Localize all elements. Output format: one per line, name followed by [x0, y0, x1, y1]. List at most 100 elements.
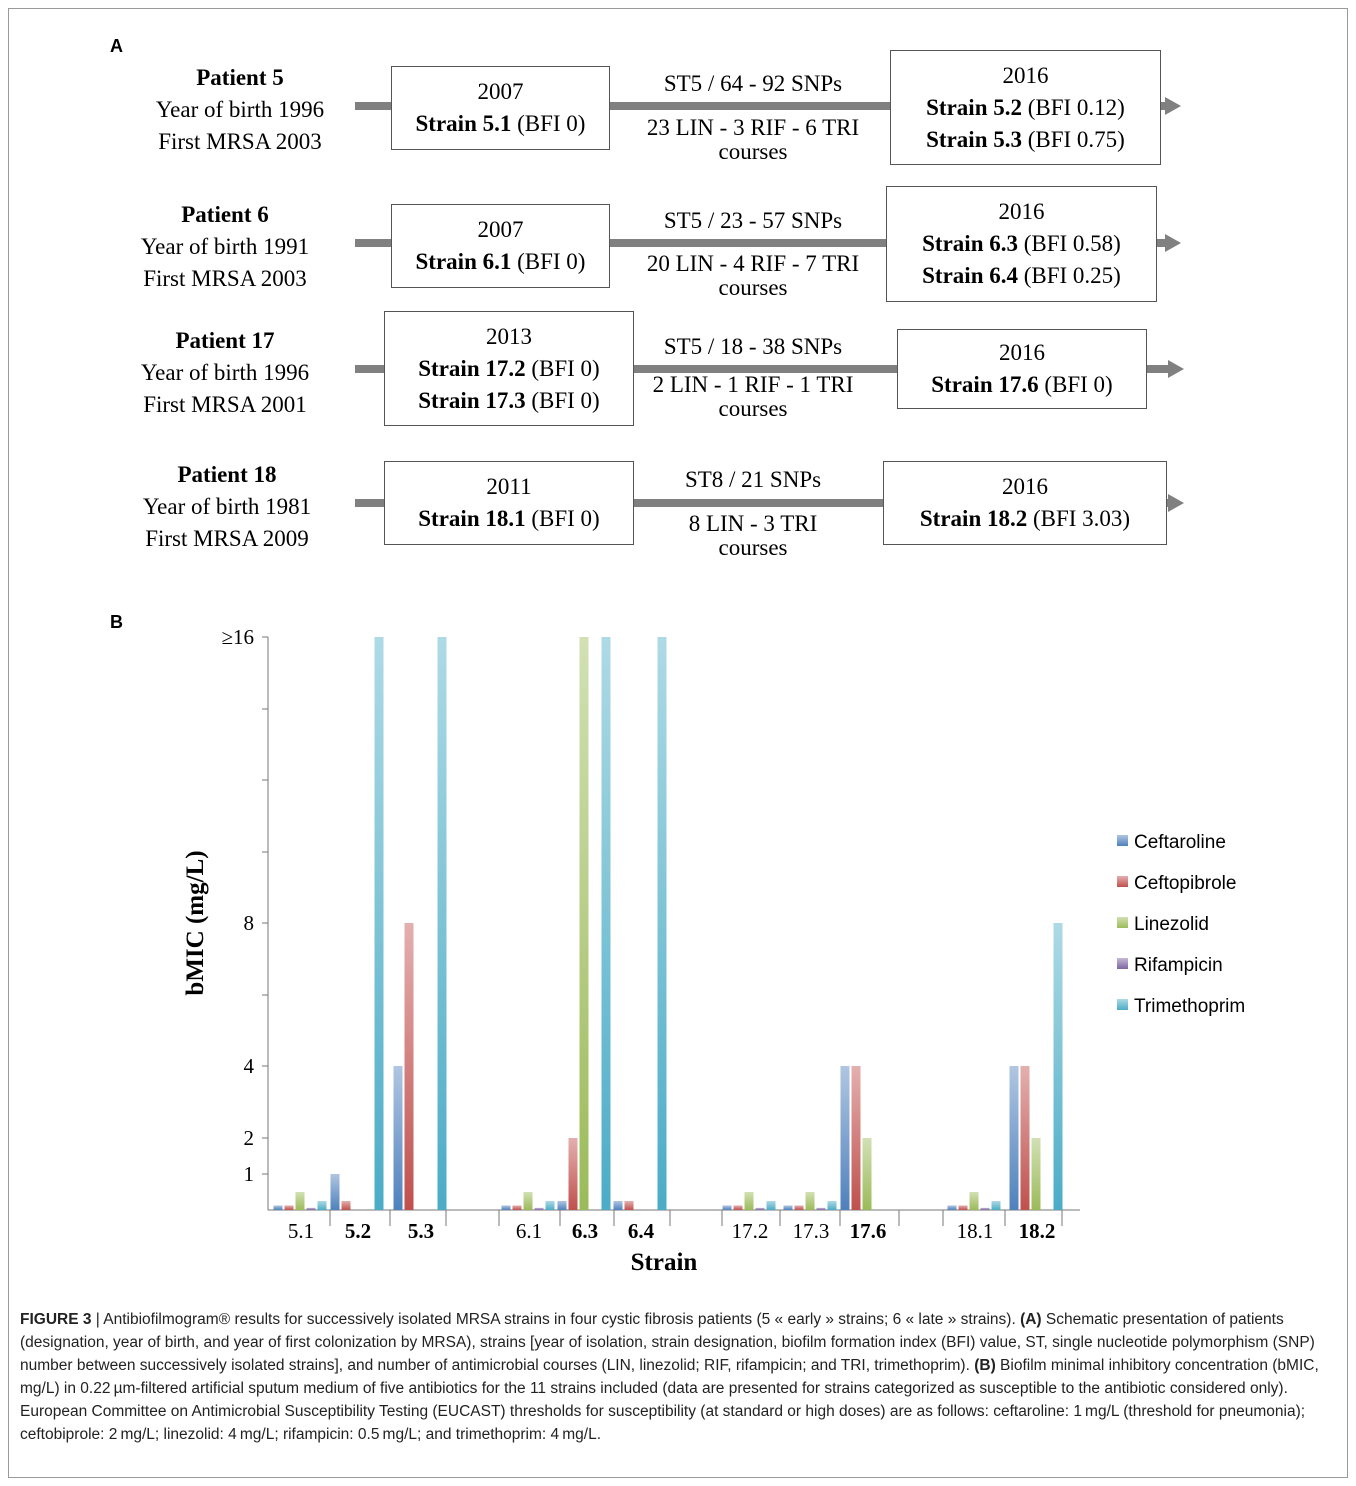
courses-count: 8 LIN - 3 TRI — [688, 511, 818, 536]
bar-ceftopibrole-6.3 — [568, 1138, 578, 1210]
antibiotic-courses-label: 23 LIN - 3 RIF - 6 TRI courses — [613, 116, 893, 164]
early-strain-box: 2011 Strain 18.1 (BFI 0) — [384, 461, 634, 545]
bar-linezolid-18.2 — [1031, 1138, 1041, 1210]
strain-name: Strain 6.1 — [415, 249, 512, 274]
courses-count: 23 LIN - 3 RIF - 6 TRI — [646, 115, 860, 140]
bar-ceftaroline-17.3 — [783, 1205, 793, 1210]
strain-entry: Strain 6.3 (BFI 0.58) — [887, 228, 1156, 260]
strain-name: Strain 18.2 — [919, 506, 1028, 531]
figure-frame — [8, 8, 1348, 1478]
strain-bfi: (BFI 0) — [1044, 372, 1113, 397]
x-axis-label: Strain — [631, 1249, 698, 1276]
patient-name: Patient 5 — [196, 65, 284, 90]
y-tick-label: 2 — [244, 1126, 255, 1150]
bar-linezolid-6.1 — [523, 1192, 533, 1210]
strain-name: Strain 5.3 — [926, 126, 1022, 152]
courses-word: courses — [718, 275, 788, 300]
patient-first-mrsa: First MRSA 2001 — [143, 392, 307, 417]
bar-ceftopibrole-5.1 — [284, 1205, 294, 1210]
legend-swatch-trimethoprim — [1117, 999, 1128, 1010]
bar-ceftaroline-6.3 — [557, 1201, 567, 1210]
patient-first-mrsa: First MRSA 2003 — [158, 129, 322, 154]
strain-entry: Strain 18.2 (BFI 3.03) — [884, 503, 1166, 535]
antibiotic-courses-label: 20 LIN - 4 RIF - 7 TRI courses — [613, 252, 893, 300]
caption-a-label: (A) — [1020, 1311, 1042, 1328]
antibiotic-courses-label: 2 LIN - 1 RIF - 1 TRI courses — [613, 373, 893, 421]
timeline-arrow-line — [355, 102, 1165, 110]
bmic-bar-chart: 1 2 4 8 ≥16 bMIC (mg/L) Strain 5.1 5.2 5.3 6.1 6.3 6… — [182, 625, 1245, 1276]
strain-entry: Strain 17.2 (BFI 0) — [385, 353, 633, 385]
bar-linezolid-17.6 — [862, 1138, 872, 1210]
bar-ceftaroline-18.1 — [947, 1205, 957, 1210]
legend-swatch-ceftaroline — [1117, 835, 1128, 846]
caption-intro: Antibiofilmogram® results for successive… — [103, 1311, 1021, 1328]
early-strain-box: 2013 Strain 17.2 (BFI 0) Strain 17.3 (BFI … — [384, 311, 634, 426]
strain-name: Strain 17.2 — [418, 355, 526, 381]
isolation-year: 2011 — [486, 474, 532, 499]
panel-a-letter: A — [110, 36, 123, 56]
strain-bfi: (BFI 0) — [517, 249, 586, 274]
isolation-year: 2007 — [477, 79, 524, 104]
y-tick-label: 4 — [244, 1054, 255, 1078]
legend-label: Trimethoprim — [1134, 996, 1245, 1017]
y-tick-label: ≥16 — [221, 625, 254, 649]
strain-entry: Strain 6.1 (BFI 0) — [392, 246, 609, 278]
x-tick-label: 18.1 — [957, 1219, 994, 1243]
caption-b-label: (B) — [974, 1357, 996, 1374]
patient-first-mrsa: First MRSA 2009 — [145, 526, 309, 551]
patient-first-mrsa: First MRSA 2003 — [143, 266, 307, 291]
legend-label: Rifampicin — [1134, 955, 1223, 976]
isolation-year: 2016 — [998, 199, 1045, 224]
strain-name: Strain 18.1 — [418, 506, 526, 531]
figure-caption: FIGURE 3 | Antibiofilmogram® results for… — [20, 1308, 1336, 1446]
x-tick-label: 5.2 — [345, 1219, 371, 1243]
caption-b-text: Biofilm minimal inhibitory concentration… — [20, 1357, 1319, 1443]
strain-name: Strain 17.6 — [931, 372, 1039, 397]
courses-word: courses — [718, 535, 788, 560]
y-tick-label: 8 — [244, 911, 255, 935]
patient-name: Patient 6 — [181, 202, 269, 227]
patient-info: Patient 5 Year of birth 1996 First MRSA 20… — [110, 62, 370, 158]
bar-ceftopibrole-6.4 — [624, 1201, 634, 1210]
early-strain-box: 2007 Strain 5.1 (BFI 0) — [391, 66, 610, 150]
bar-ceftopibrole-17.3 — [794, 1205, 804, 1210]
patient-name: Patient 17 — [175, 328, 275, 353]
patient-info: Patient 17 Year of birth 1996 First MRSA 2… — [95, 325, 355, 421]
y-tick-label: 1 — [244, 1162, 255, 1186]
timeline-arrowhead — [1165, 234, 1181, 252]
strain-bfi: (BFI 0.75) — [1027, 126, 1125, 152]
bar-ceftopibrole-17.2 — [733, 1205, 743, 1210]
patient-info: Patient 6 Year of birth 1991 First MRSA 20… — [95, 199, 355, 295]
strain-bfi: (BFI 0) — [531, 506, 600, 531]
strain-entry: Strain 17.6 (BFI 0) — [898, 369, 1146, 401]
timeline-arrowhead — [1168, 494, 1184, 512]
bar-ceftaroline-17.2 — [722, 1205, 732, 1210]
legend-swatch-ceftopibrole — [1117, 876, 1128, 887]
strain-bfi: (BFI 0.25) — [1023, 263, 1121, 288]
st-snp-label: ST5 / 18 - 38 SNPs — [663, 334, 843, 359]
x-tick-label: 6.3 — [572, 1219, 598, 1243]
bar-ceftaroline-5.1 — [273, 1205, 283, 1210]
strain-bfi: (BFI 3.03) — [1032, 506, 1131, 531]
bar-ceftaroline-5.2 — [330, 1174, 340, 1210]
strain-name: Strain 6.3 — [922, 231, 1018, 256]
bar-rifampicin-17.2 — [755, 1207, 765, 1210]
legend-swatch-rifampicin — [1117, 958, 1128, 969]
bar-ceftopibrole-6.1 — [512, 1205, 522, 1210]
bar-linezolid-17.2 — [744, 1192, 754, 1210]
bar-trimethoprim-6.3 — [601, 637, 611, 1210]
patient-birth-year: Year of birth 1996 — [140, 360, 310, 385]
patient-birth-year: Year of birth 1981 — [142, 494, 312, 519]
caption-figure-label: FIGURE 3 — [20, 1311, 92, 1328]
legend-swatch-linezolid — [1117, 917, 1128, 928]
bar-rifampicin-18.1 — [980, 1207, 990, 1210]
strain-bfi: (BFI 0.12) — [1027, 94, 1125, 120]
courses-count: 20 LIN - 4 RIF - 7 TRI — [646, 251, 860, 276]
bar-ceftaroline-17.6 — [840, 1066, 850, 1210]
bar-trimethoprim-5.3 — [437, 637, 447, 1210]
strain-entry: Strain 5.2 (BFI 0.12) — [891, 92, 1160, 124]
bar-trimethoprim-5.1 — [317, 1201, 327, 1210]
timeline-arrow-line — [355, 499, 1168, 507]
bar-ceftopibrole-5.2 — [341, 1201, 351, 1210]
bar-rifampicin-5.1 — [306, 1207, 316, 1210]
